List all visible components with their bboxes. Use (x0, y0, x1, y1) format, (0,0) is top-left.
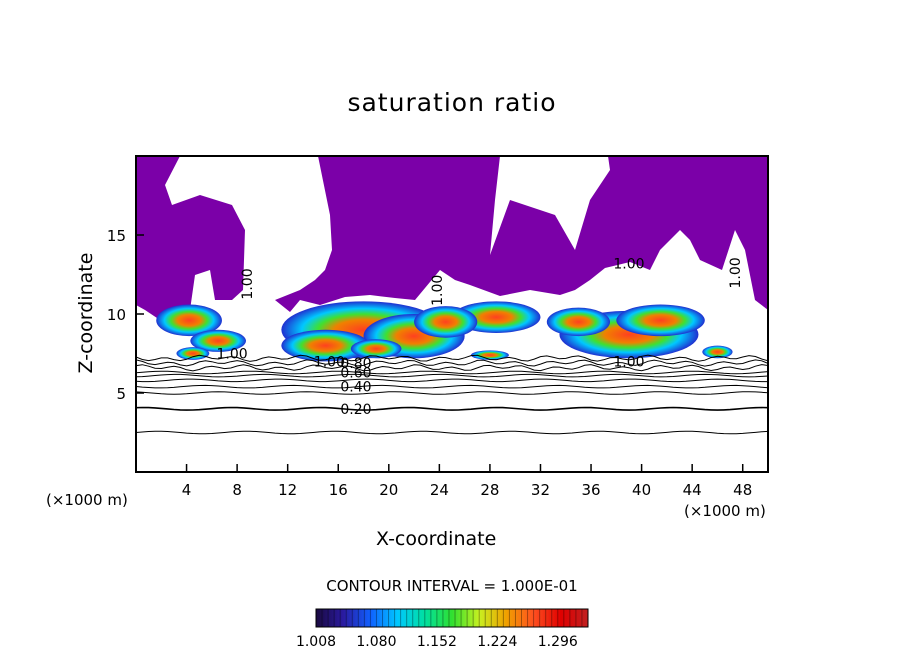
y-tick-label: 5 (116, 385, 126, 403)
contour-line (136, 384, 768, 389)
contour-line (136, 373, 768, 378)
contour-line (136, 430, 768, 435)
x-tick-label: 28 (480, 481, 499, 499)
x-tick-label: 32 (531, 481, 550, 499)
saturated-cloud-region (176, 347, 210, 360)
x-tick-label: 12 (278, 481, 297, 499)
saturated-cloud-region (414, 306, 478, 338)
x-tick-label: 36 (581, 481, 600, 499)
contour-line (136, 406, 768, 411)
contour-label: 0.80 (340, 356, 371, 372)
saturated-cloud-region (702, 345, 733, 359)
contour-label: 1.00 (613, 256, 644, 272)
subsaturated-region (275, 156, 768, 312)
contour-label: 1.00 (728, 257, 744, 288)
x-tick-label: 16 (329, 481, 348, 499)
saturated-cloud-region (156, 304, 222, 337)
z-unit-label: (×1000 m) (46, 491, 128, 509)
x-tick-label: 4 (182, 481, 192, 499)
contour-label: 1.00 (216, 347, 247, 363)
contour-label: 1.00 (314, 354, 345, 370)
colorbar-tick-label: 1.008 (296, 634, 336, 650)
contour-label: 1.00 (430, 275, 446, 306)
contour-label: 0.60 (340, 365, 371, 381)
x-axis-label: X-coordinate (376, 528, 497, 550)
y-axis-label: Z-coordinate (75, 252, 97, 374)
x-tick-label: 24 (430, 481, 449, 499)
subsaturated-region (136, 156, 245, 320)
x-tick-label: 48 (733, 481, 752, 499)
saturated-cloud-region (190, 329, 246, 352)
colorbar-tick-label: 1.152 (417, 634, 457, 650)
saturated-cloud-region (350, 339, 402, 359)
contour-line (136, 359, 768, 367)
contour-line (136, 370, 768, 375)
x-tick-label: 40 (632, 481, 651, 499)
contour-line (136, 391, 768, 395)
contour-label: 1.00 (240, 268, 256, 299)
saturated-cloud-region (616, 304, 705, 337)
saturated-cloud-region (546, 307, 611, 337)
saturated-cloud-region (470, 350, 509, 360)
colorbar-tick-label: 1.224 (477, 634, 517, 650)
x-unit-label: (×1000 m) (684, 502, 766, 520)
saturated-cloud-region (281, 329, 370, 362)
colorbar (315, 608, 589, 628)
colorbar-tick-label: 1.080 (356, 634, 396, 650)
colorbar-tick-label: 1.296 (538, 634, 578, 650)
y-tick-label: 15 (107, 227, 126, 245)
chart-title: saturation ratio (347, 88, 557, 117)
contour-label: 0.40 (340, 380, 371, 396)
x-tick-label: 44 (683, 481, 702, 499)
contour-line (136, 378, 768, 383)
contour-line (136, 364, 768, 372)
y-tick-label: 10 (107, 306, 126, 324)
contour-label: 1.00 (613, 354, 644, 370)
x-tick-label: 8 (232, 481, 242, 499)
contour-label: 0.20 (340, 402, 371, 418)
x-tick-label: 20 (379, 481, 398, 499)
contour-line (136, 354, 768, 362)
contour-interval-text: CONTOUR INTERVAL = 1.000E-01 (326, 577, 578, 595)
